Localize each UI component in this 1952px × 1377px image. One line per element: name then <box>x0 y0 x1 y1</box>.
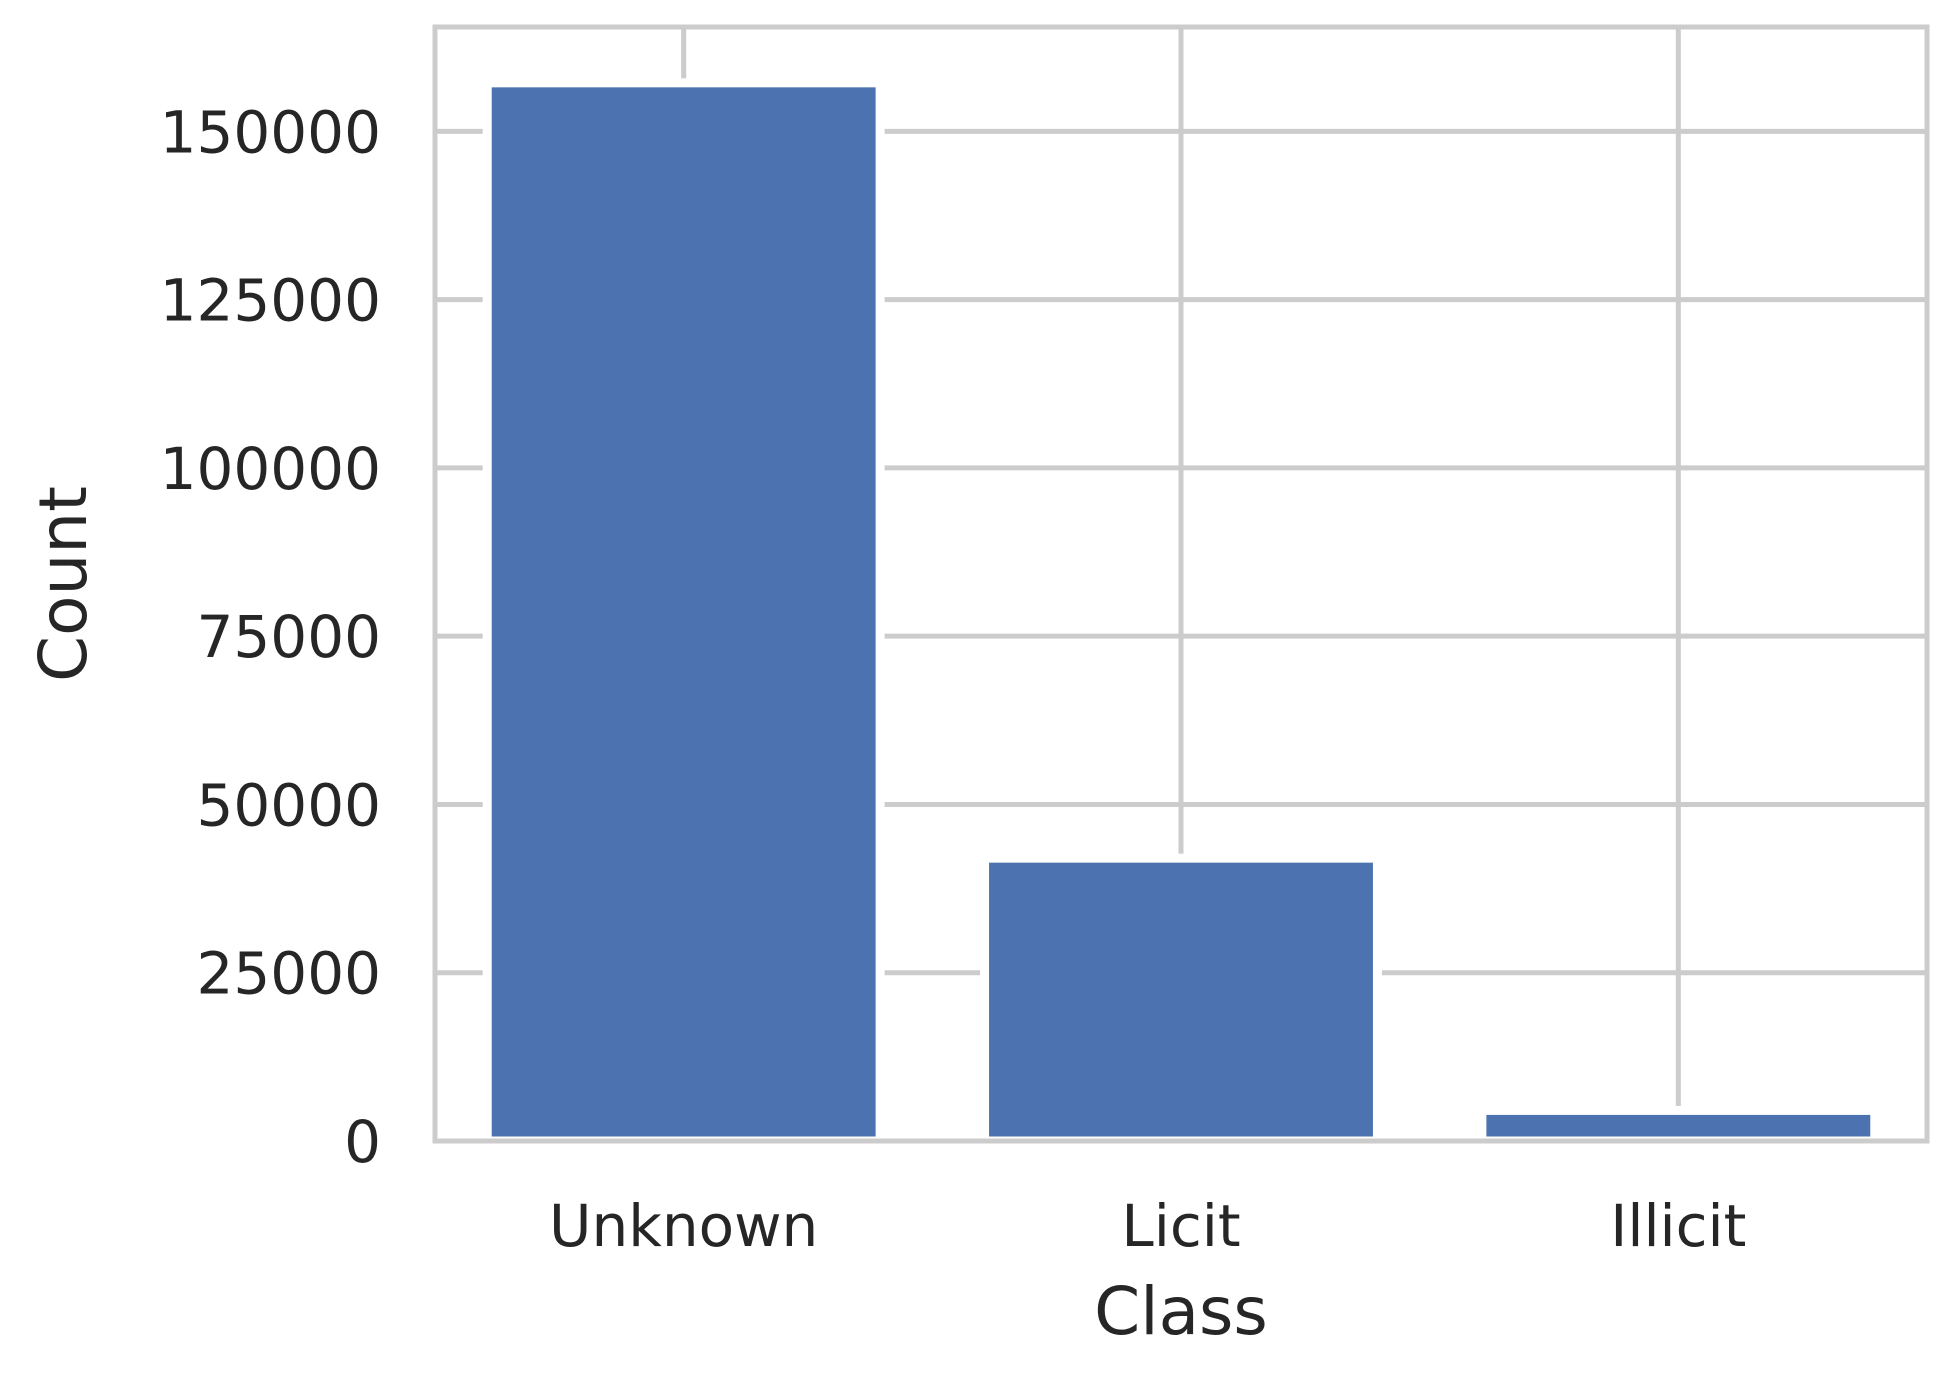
y-axis-title: Count <box>25 486 102 682</box>
y-tick-label: 25000 <box>196 940 381 1008</box>
y-tick-label: 75000 <box>196 603 381 671</box>
bar-unknown <box>482 78 885 1146</box>
y-tick-label: 125000 <box>160 267 381 335</box>
y-tick-labels: 0 25000 50000 75000 100000 125000 150000 <box>160 98 381 1176</box>
x-tick-label: Unknown <box>549 1192 818 1260</box>
x-tick-labels: Unknown Licit Illicit <box>549 1192 1746 1260</box>
bar-licit <box>980 853 1382 1146</box>
y-tick-label: 150000 <box>160 98 381 166</box>
x-tick-label: Licit <box>1121 1192 1240 1260</box>
y-tick-label: 50000 <box>196 771 381 839</box>
bar-illicit <box>1477 1105 1880 1146</box>
x-axis-title: Class <box>1094 1273 1268 1350</box>
y-tick-label: 100000 <box>160 435 381 503</box>
x-tick-label: Illicit <box>1610 1192 1746 1260</box>
y-tick-label: 0 <box>344 1108 381 1176</box>
plot-frame <box>432 24 1930 1144</box>
